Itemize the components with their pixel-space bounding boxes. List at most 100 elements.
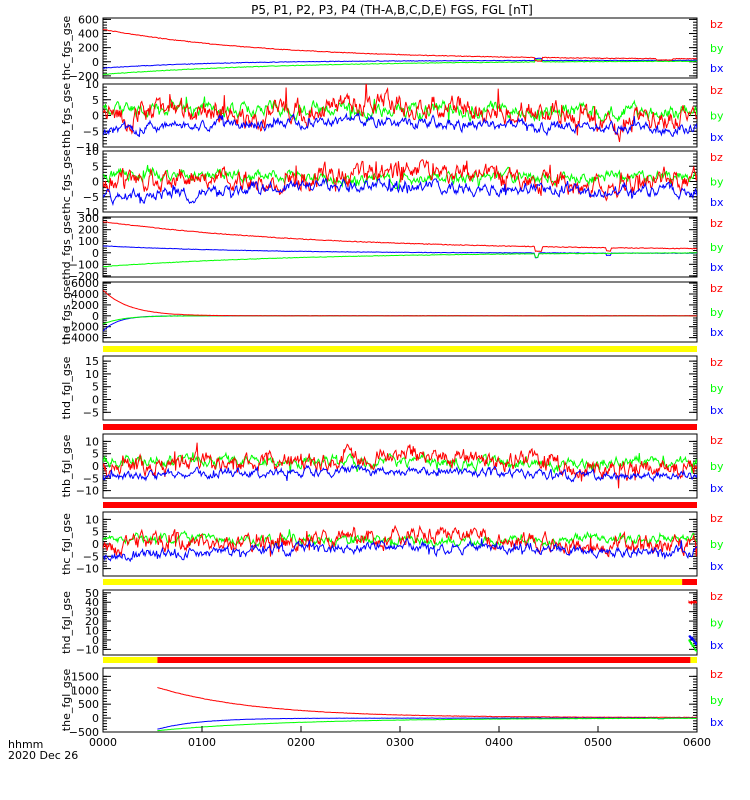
panel-ylabel: thd_fgs_gse <box>60 214 73 280</box>
series-by <box>688 639 697 653</box>
y-tick-label: −5 <box>83 550 99 563</box>
y-tick-label: 10 <box>85 368 99 381</box>
panel-ylabel: thc_fgs_gse <box>60 149 73 214</box>
panel-frame <box>102 511 698 577</box>
y-tick-label: −10 <box>76 485 99 498</box>
legend-bx: bx <box>710 62 724 75</box>
y-tick-label: 5 <box>92 526 99 539</box>
y-tick-label: 15 <box>85 355 99 368</box>
series-by <box>103 59 697 76</box>
y-tick-label: 20 <box>85 615 99 628</box>
y-tick-label: 0 <box>92 634 99 647</box>
legend-by: by <box>710 382 724 395</box>
y-tick-label: −5 <box>83 125 99 138</box>
series-bz <box>103 524 697 558</box>
y-tick-label: 50 <box>85 587 99 600</box>
status-bar-red <box>103 502 697 508</box>
series-bx <box>103 57 697 69</box>
y-tick-label: 0 <box>92 310 99 323</box>
x-tick-label: 0400 <box>485 736 513 749</box>
panel-ylabel: the_fgs_gse <box>60 279 73 344</box>
y-tick-label: 40 <box>85 596 99 609</box>
series-bz <box>103 84 697 143</box>
status-bar-yellow <box>690 657 697 663</box>
status-bar-yellow <box>103 579 683 585</box>
legend-by: by <box>710 617 724 630</box>
status-bar-yellow <box>103 657 158 663</box>
status-bar-red <box>682 579 697 585</box>
legend-bx: bx <box>710 131 724 144</box>
time-axis-label: hhmm <box>8 738 43 751</box>
legend-bx: bx <box>710 261 724 274</box>
panel-ylabel: thc_fgs_gse <box>60 16 73 81</box>
panel-ylabel: the_fgl_gse <box>60 669 73 732</box>
y-tick-label: −5 <box>83 191 99 204</box>
panel-frame <box>102 355 698 421</box>
series-bz <box>103 159 697 202</box>
y-tick-label: −10 <box>76 141 99 154</box>
panel-ylabel: thb_fgl_gse <box>60 434 73 497</box>
y-tick-label: 200 <box>78 42 99 55</box>
legend-bx: bx <box>710 639 724 652</box>
legend-bx: bx <box>710 196 724 209</box>
panel-frame <box>102 216 698 278</box>
y-tick-label: 200 <box>78 224 99 237</box>
y-tick-label: 0 <box>92 712 99 725</box>
y-tick-label: −2000 <box>62 321 99 334</box>
y-tick-label: 6000 <box>71 277 99 290</box>
y-tick-label: 0 <box>92 538 99 551</box>
y-tick-label: −4000 <box>62 332 99 345</box>
status-bar-red <box>157 657 691 663</box>
y-tick-label: −200 <box>69 70 99 83</box>
y-tick-label: 10 <box>85 435 99 448</box>
y-tick-label: −5 <box>83 472 99 485</box>
status-bar-yellow <box>103 346 697 352</box>
x-tick-label: 0600 <box>683 736 711 749</box>
series-bx <box>103 112 697 138</box>
y-tick-label: 1500 <box>71 670 99 683</box>
series-bz <box>103 28 697 63</box>
figure-title: P5, P1, P2, P3, P4 (TH-A,B,C,D,E) FGS, F… <box>251 3 533 17</box>
status-bars <box>103 346 697 663</box>
y-tick-label: 0 <box>92 56 99 69</box>
y-tick-label: 4000 <box>71 288 99 301</box>
y-tick-label: −10 <box>76 563 99 576</box>
y-tick-label: 10 <box>85 78 99 91</box>
series-bx <box>103 463 697 483</box>
series-bz <box>103 289 697 317</box>
legend-bz: bz <box>710 18 723 31</box>
y-tick-label: 2000 <box>71 299 99 312</box>
panel-ylabel: thc_fgl_gse <box>60 513 73 575</box>
legend-bz: bz <box>710 217 723 230</box>
legend-bz: bz <box>710 282 723 295</box>
panel-ylabel: thd_fgl_gse <box>60 356 73 419</box>
panel-ylabel: thd_fgl_gse <box>60 591 73 654</box>
legend-by: by <box>710 176 724 189</box>
y-tick-label: 30 <box>85 606 99 619</box>
y-tick-label: −10 <box>76 206 99 219</box>
x-tick-label: 0300 <box>386 736 414 749</box>
series-bz <box>688 599 697 605</box>
legend-bz: bz <box>710 84 723 97</box>
legend-bx: bx <box>710 482 724 495</box>
y-tick-label: 5 <box>92 448 99 461</box>
series-bx <box>103 245 697 259</box>
y-tick-label: 400 <box>78 28 99 41</box>
y-tick-label: −5 <box>83 406 99 419</box>
legend-bx: bx <box>710 326 724 339</box>
y-tick-label: 5 <box>92 94 99 107</box>
y-tick-label: −500 <box>69 726 99 739</box>
time-axis-date: 2020 Dec 26 <box>8 749 78 762</box>
legend-bz: bz <box>710 434 723 447</box>
x-tick-label: 0100 <box>188 736 216 749</box>
legend-by: by <box>710 42 724 55</box>
legend-bz: bz <box>710 356 723 369</box>
